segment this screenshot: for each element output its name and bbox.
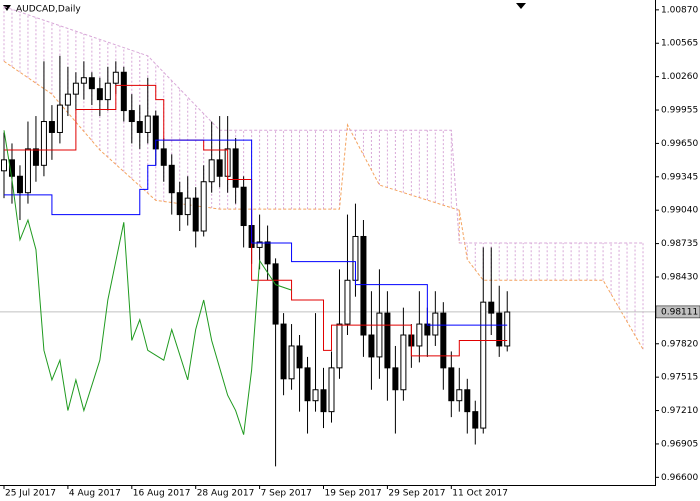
candle-body bbox=[280, 323, 287, 380]
candle-body bbox=[416, 323, 423, 347]
candle-body bbox=[328, 367, 335, 413]
y-tick-label: 0.98430 bbox=[661, 272, 698, 282]
y-tick-label: 0.97515 bbox=[661, 373, 698, 383]
candle-body bbox=[336, 323, 343, 369]
y-tick-label: 1.00260 bbox=[661, 72, 698, 82]
candle-body bbox=[480, 301, 487, 429]
candle-body bbox=[344, 279, 351, 325]
y-tick-label: 0.99345 bbox=[661, 172, 698, 182]
candle-body bbox=[384, 312, 391, 369]
y-tick-label: 1.00565 bbox=[661, 39, 698, 49]
y-tick-label: 0.97210 bbox=[661, 406, 698, 416]
candle-body bbox=[448, 367, 455, 402]
candle-body bbox=[296, 345, 303, 369]
y-tick-label: 0.96600 bbox=[661, 473, 698, 483]
candle-body bbox=[64, 93, 71, 106]
chart-title: AUDCAD,Daily bbox=[16, 5, 81, 15]
candle-body bbox=[256, 241, 263, 248]
candle-body bbox=[472, 411, 479, 429]
candle-body bbox=[128, 110, 135, 123]
x-tick-label: 4 Aug 2017 bbox=[69, 489, 121, 499]
y-tick-label: 0.99955 bbox=[661, 106, 698, 116]
candle-body bbox=[40, 121, 47, 166]
plot-area bbox=[0, 6, 655, 467]
candle-body bbox=[88, 77, 95, 90]
indicator-line bbox=[3, 84, 508, 357]
candle-body bbox=[424, 323, 431, 336]
cloud-span-b bbox=[3, 6, 644, 244]
candle-body bbox=[312, 389, 319, 402]
candle-body bbox=[24, 148, 31, 194]
candle-body bbox=[144, 115, 151, 133]
cloud-span-a bbox=[3, 60, 644, 350]
current-price-label: 0.98111 bbox=[661, 307, 698, 317]
candle-body bbox=[0, 159, 7, 172]
candle-body bbox=[288, 345, 295, 380]
candle-body bbox=[16, 175, 23, 194]
candle-body bbox=[32, 148, 39, 166]
candle-body bbox=[120, 71, 127, 112]
candle-body bbox=[376, 312, 383, 358]
candle-body bbox=[168, 164, 175, 194]
candle-body bbox=[72, 82, 79, 95]
candle-body bbox=[240, 186, 247, 227]
candle-body bbox=[368, 334, 375, 358]
y-tick-label: 0.99040 bbox=[661, 206, 698, 216]
shift-marker bbox=[516, 3, 526, 9]
candle-body bbox=[440, 312, 447, 369]
candle-body bbox=[96, 88, 103, 101]
candle-body bbox=[432, 312, 439, 336]
candle-body bbox=[272, 263, 279, 325]
y-tick-label: 0.98735 bbox=[661, 239, 698, 249]
y-tick-label: 0.96905 bbox=[661, 439, 698, 449]
candle-body bbox=[136, 121, 143, 133]
candle-body bbox=[488, 301, 495, 314]
candle-body bbox=[200, 181, 207, 232]
x-tick-label: 19 Sep 2017 bbox=[325, 489, 382, 499]
candle-body bbox=[320, 389, 327, 413]
x-tick-label: 29 Sep 2017 bbox=[388, 489, 445, 499]
candle-body bbox=[112, 71, 119, 84]
candle-body bbox=[160, 148, 167, 166]
candle-body bbox=[392, 367, 399, 391]
candle-body bbox=[400, 334, 407, 391]
candle-body bbox=[360, 235, 367, 336]
candle-body bbox=[504, 311, 511, 347]
x-tick-label: 16 Aug 2017 bbox=[133, 489, 191, 499]
candle-body bbox=[232, 148, 239, 188]
candle-body bbox=[216, 159, 223, 177]
candle-body bbox=[304, 367, 311, 402]
candle-body bbox=[184, 197, 191, 216]
candle-body bbox=[48, 121, 55, 133]
candle-body bbox=[176, 192, 183, 216]
candle-body bbox=[192, 197, 199, 232]
x-tick-label: 25 Jul 2017 bbox=[5, 489, 56, 499]
y-tick-label: 0.97820 bbox=[661, 339, 698, 349]
current-price-box bbox=[655, 305, 700, 319]
candle-body bbox=[80, 77, 87, 84]
candle-body bbox=[208, 159, 215, 183]
y-tick-label: 0.99650 bbox=[661, 139, 698, 149]
candle-body bbox=[56, 104, 63, 133]
candle-body bbox=[104, 82, 111, 101]
candle-body bbox=[264, 241, 271, 265]
candle-body bbox=[456, 389, 463, 402]
candle-body bbox=[496, 312, 503, 347]
y-tick-label: 1.00870 bbox=[661, 5, 698, 15]
x-tick-label: 7 Sep 2017 bbox=[261, 489, 312, 499]
x-tick-label: 28 Aug 2017 bbox=[197, 489, 255, 499]
candle-body bbox=[8, 159, 15, 177]
indicator-line bbox=[3, 139, 508, 326]
candle-body bbox=[464, 389, 471, 413]
indicator-line bbox=[3, 130, 292, 435]
x-tick-label: 11 Oct 2017 bbox=[452, 489, 508, 499]
